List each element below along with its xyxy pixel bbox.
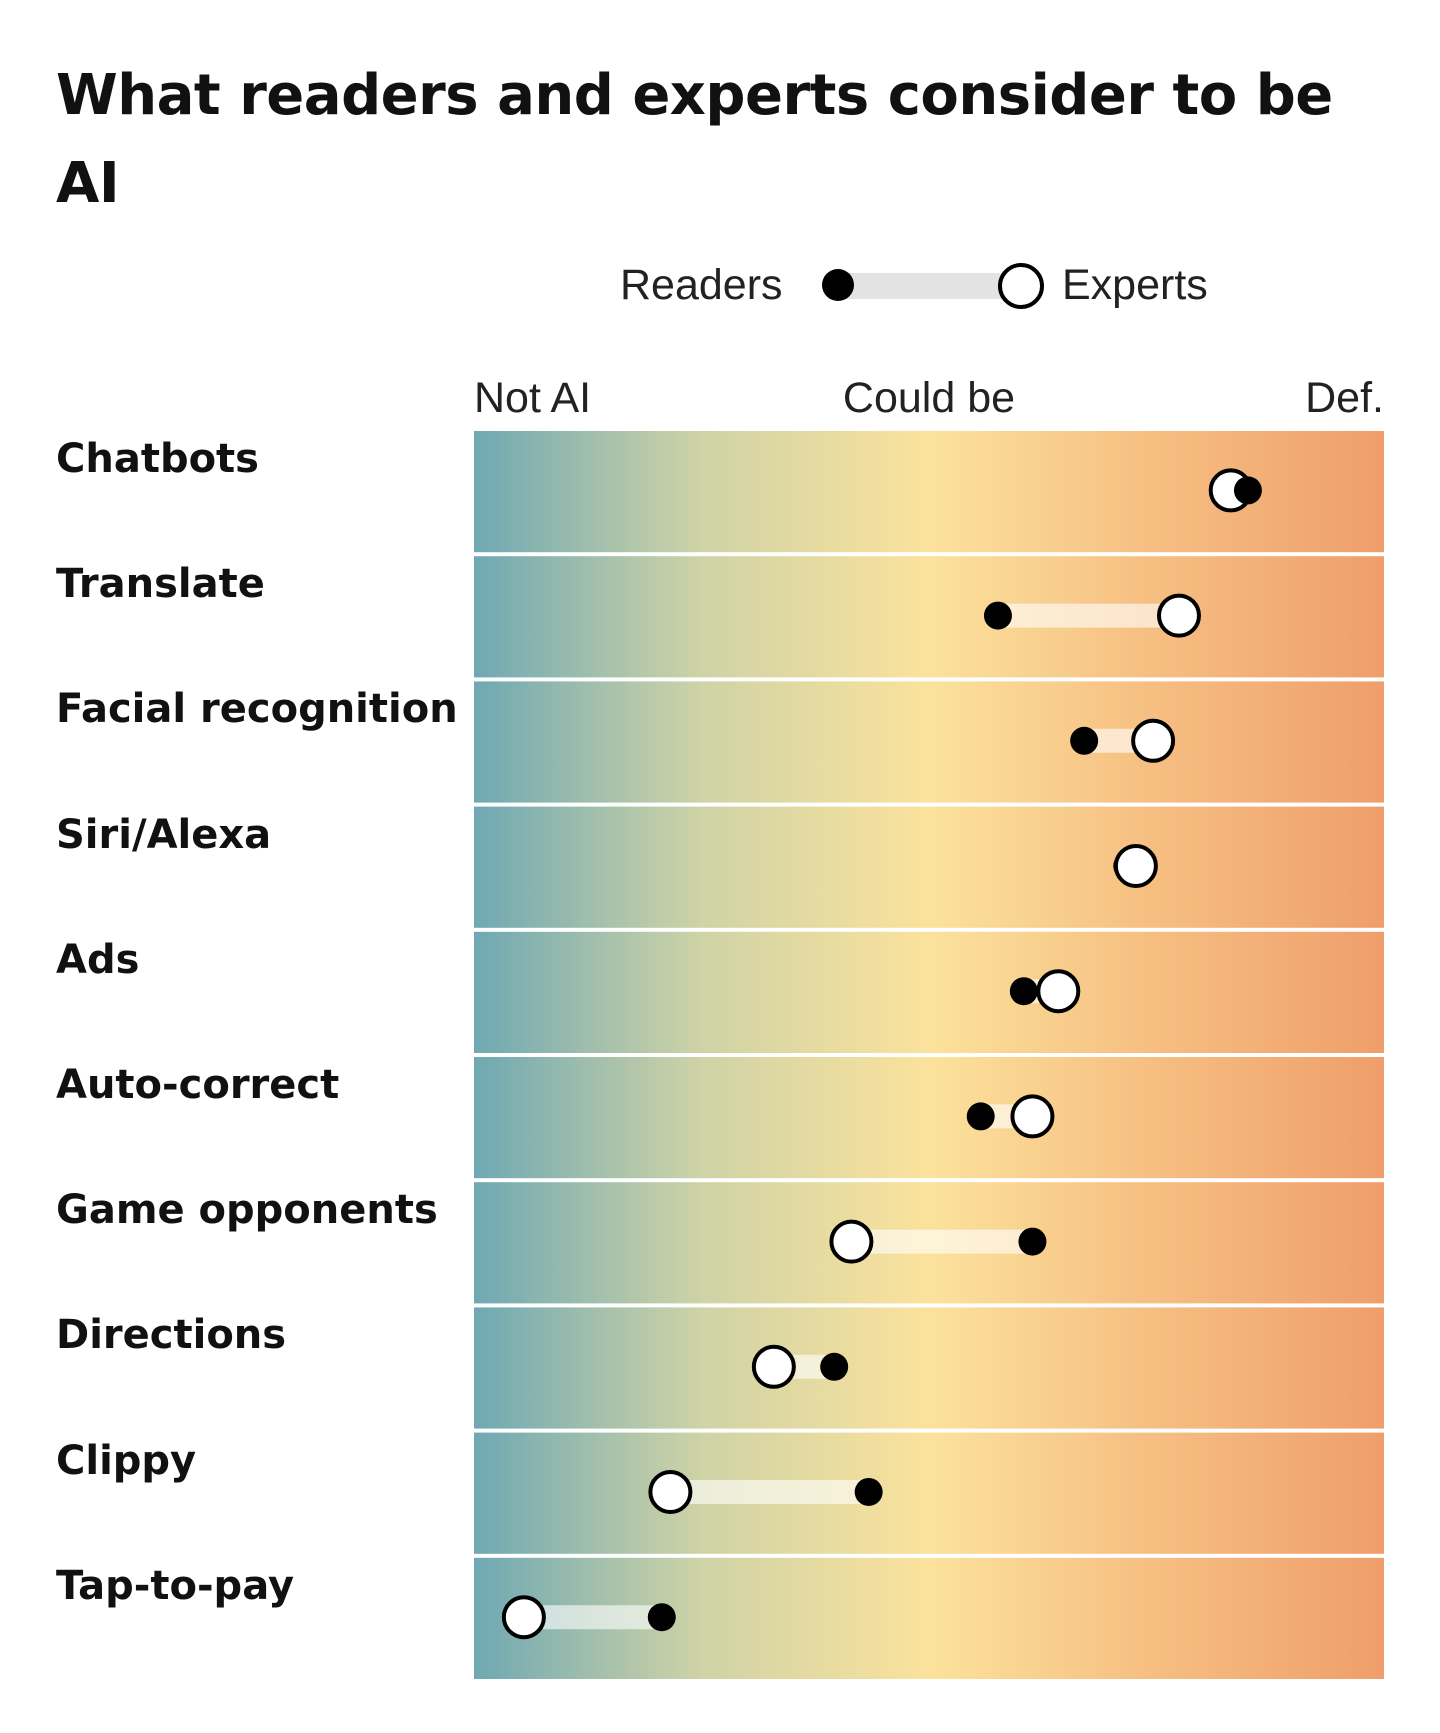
experts-dot-siri-alexa bbox=[1113, 843, 1158, 888]
readers-dot-tap-to-pay bbox=[647, 1603, 676, 1632]
chart-title: What readers and experts consider to be … bbox=[56, 63, 1333, 216]
row-label-clippy: Clippy bbox=[56, 1437, 197, 1484]
row-band-directions bbox=[474, 1307, 1384, 1429]
experts-dot-translate bbox=[1156, 593, 1201, 638]
experts-dot-ads bbox=[1036, 969, 1081, 1014]
row-label-directions: Directions bbox=[56, 1312, 287, 1359]
dumbbell-plot bbox=[474, 431, 1384, 1679]
scale-label-could-be: Could be bbox=[842, 374, 1016, 422]
experts-dot-tap-to-pay bbox=[501, 1595, 546, 1640]
readers-dot-clippy bbox=[854, 1477, 883, 1506]
experts-dot-game-opponents bbox=[829, 1219, 874, 1264]
legend-readers-dot-icon bbox=[822, 269, 854, 301]
legend-experts-label: Experts bbox=[1062, 261, 1208, 309]
row-label-tap-to-pay: Tap-to-pay bbox=[56, 1562, 295, 1609]
scale-label-not-ai: Not AI bbox=[474, 374, 592, 422]
readers-dot-ads bbox=[1009, 977, 1038, 1006]
row-label-game-opponents: Game opponents bbox=[56, 1187, 438, 1234]
legend-readers-label: Readers bbox=[620, 261, 783, 309]
row-band-facial-recognition bbox=[474, 681, 1384, 803]
readers-dot-translate bbox=[983, 601, 1012, 630]
row-band-siri-alexa bbox=[474, 806, 1384, 928]
row-label-siri-alexa: Siri/Alexa bbox=[56, 811, 272, 858]
legend-track bbox=[838, 273, 1018, 299]
row-band-auto-correct bbox=[474, 1057, 1384, 1179]
row-band-translate bbox=[474, 556, 1384, 678]
experts-dot-directions bbox=[751, 1344, 796, 1389]
row-label-facial-recognition: Facial recognition bbox=[56, 686, 458, 733]
legend-experts-dot-icon bbox=[998, 263, 1044, 309]
row-label-chatbots: Chatbots bbox=[56, 436, 259, 482]
readers-dot-directions bbox=[820, 1352, 849, 1381]
row-label-ads: Ads bbox=[56, 936, 140, 983]
readers-dot-auto-correct bbox=[966, 1102, 995, 1131]
row-label-auto-correct: Auto-correct bbox=[56, 1062, 340, 1108]
row-band-ads bbox=[474, 931, 1384, 1053]
readers-dot-facial-recognition bbox=[1070, 726, 1099, 755]
row-label-translate: Translate bbox=[56, 561, 265, 608]
readers-dot-chatbots bbox=[1233, 476, 1262, 505]
row-band-clippy bbox=[474, 1432, 1384, 1554]
experts-dot-auto-correct bbox=[1010, 1094, 1055, 1139]
experts-dot-facial-recognition bbox=[1131, 718, 1176, 763]
experts-dot-clippy bbox=[648, 1469, 693, 1514]
scale-label-definitely: Def. bbox=[1305, 374, 1384, 422]
readers-dot-game-opponents bbox=[1018, 1227, 1047, 1256]
